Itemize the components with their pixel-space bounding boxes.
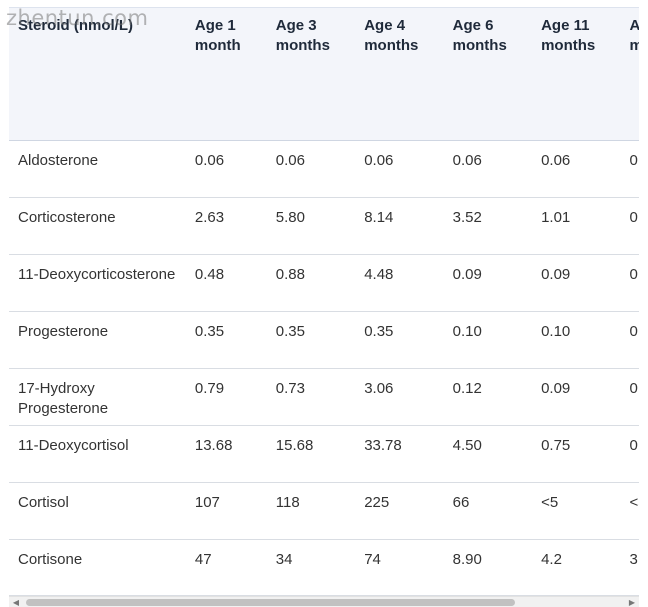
- value-cell: 0.09: [629, 437, 639, 454]
- value-cell: 0.09: [629, 380, 639, 397]
- horizontal-scrollbar[interactable]: ◀ ▶: [9, 596, 639, 607]
- value-cell: 15.68: [275, 437, 314, 454]
- value-cell: 0.73: [275, 380, 305, 397]
- header-age-3-months: Age 3 months: [266, 7, 356, 141]
- header-row: Steroid (nmol/L) Age 1 month Age 3 month…: [9, 7, 639, 141]
- table-row: Aldosterone 0.06 0.06 0.06 0.06 0.06 0.06: [9, 141, 639, 198]
- value-cell: 4.48: [364, 266, 394, 283]
- value-cell: 2.63: [194, 209, 225, 226]
- value-cell: 0.10: [541, 323, 571, 340]
- value-cell: 0.12: [452, 380, 482, 397]
- value-cell: 0.35: [275, 323, 305, 340]
- value-cell: 0.79: [194, 380, 225, 397]
- value-cell: 4.50: [452, 437, 482, 454]
- steroid-name-cell: Cortisol: [18, 494, 69, 511]
- value-cell: 0.09: [541, 380, 571, 397]
- table-body: Aldosterone 0.06 0.06 0.06 0.06 0.06 0.06 Corti…: [9, 141, 639, 596]
- value-cell: 0.88: [275, 266, 305, 283]
- value-cell: 0.06: [452, 152, 482, 169]
- table-scroll-container[interactable]: Steroid (nmol/L) Age 1 month Age 3 month…: [9, 7, 639, 596]
- header-age-1x-months: Age 1 months: [620, 7, 639, 141]
- value-cell: 0.06: [364, 152, 394, 169]
- value-cell: 225: [364, 494, 390, 511]
- header-age-1-month: Age 1 month: [185, 7, 267, 141]
- value-cell: <5: [541, 494, 559, 511]
- value-cell: 0.35: [364, 323, 394, 340]
- value-cell: 0.10: [629, 323, 639, 340]
- value-cell: 0.10: [452, 323, 482, 340]
- steroid-name-cell: Aldosterone: [18, 152, 99, 169]
- header-age-3-months-label: Age 3 months: [275, 17, 330, 54]
- steroid-name-cell: 17-Hydroxy Progesterone: [18, 380, 109, 417]
- value-cell: 0.06: [541, 152, 571, 169]
- value-cell: 107: [194, 494, 220, 511]
- steroid-name-cell: 11-Deoxycorticosterone: [18, 266, 176, 283]
- value-cell: 3.10: [629, 551, 639, 568]
- steroid-name-cell: Progesterone: [18, 323, 109, 340]
- header-age-11-months: Age 11 months: [532, 7, 621, 141]
- header-age-6-months: Age 6 months: [443, 7, 533, 141]
- steroid-name-cell: Corticosterone: [18, 209, 116, 226]
- value-cell: 13.68: [194, 437, 233, 454]
- table-row: 11-Deoxycorticosterone 0.48 0.88 4.48 0.09 0.…: [9, 255, 639, 312]
- value-cell: 4.2: [541, 551, 562, 568]
- value-cell: 33.78: [364, 437, 402, 454]
- value-cell: 0.06: [629, 152, 639, 169]
- header-age-6-months-label: Age 6 months: [452, 17, 507, 54]
- value-cell: 0.35: [194, 323, 225, 340]
- table-row: 11-Deoxycortisol 13.68 15.68 33.78 4.50 0.75 0…: [9, 426, 639, 483]
- value-cell: 0.09: [629, 266, 639, 283]
- scrollbar-thumb[interactable]: [26, 599, 515, 606]
- value-cell: 0.06: [194, 152, 225, 169]
- table-row: Cortisone 47 34 74 8.90 4.2 3.10: [9, 540, 639, 596]
- value-cell: 1.01: [541, 209, 571, 226]
- steroid-table: Steroid (nmol/L) Age 1 month Age 3 month…: [9, 7, 639, 596]
- table-row: Progesterone 0.35 0.35 0.35 0.10 0.10 0.10: [9, 312, 639, 369]
- table-row: 17-Hydroxy Progesterone 0.79 0.73 3.06 0.12 0…: [9, 369, 639, 426]
- table-row: Cortisol 107 118 225 66 <5 <5: [9, 483, 639, 540]
- header-age-4-months: Age 4 months: [355, 7, 444, 141]
- header-steroid-label: Steroid (nmol/L): [18, 17, 133, 34]
- header-age-4-months-label: Age 4 months: [364, 17, 419, 54]
- header-steroid: Steroid (nmol/L): [9, 7, 186, 141]
- value-cell: 0.48: [194, 266, 225, 283]
- header-age-11-months-label: Age 11 months: [541, 17, 596, 54]
- value-cell: 3.52: [452, 209, 482, 226]
- header-age-1x-months-label: Age 1 months: [630, 16, 639, 56]
- value-cell: 5.80: [275, 209, 305, 226]
- triangle-left-icon[interactable]: ◀: [12, 598, 20, 607]
- steroid-name-cell: 11-Deoxycortisol: [18, 437, 129, 454]
- value-cell: 47: [194, 551, 212, 568]
- value-cell: 34: [275, 551, 293, 568]
- value-cell: 74: [364, 551, 381, 568]
- triangle-right-icon[interactable]: ▶: [628, 598, 636, 607]
- header-age-1-month-label: Age 1 month: [194, 17, 241, 54]
- table-header: Steroid (nmol/L) Age 1 month Age 3 month…: [9, 7, 639, 141]
- value-cell: <5: [629, 494, 639, 511]
- value-cell: 8.90: [452, 551, 482, 568]
- table-row: Corticosterone 2.63 5.80 8.14 3.52 1.01 0.14: [9, 198, 639, 255]
- value-cell: 66: [452, 494, 470, 511]
- value-cell: 0.09: [541, 266, 571, 283]
- value-cell: 0.75: [541, 437, 571, 454]
- value-cell: 0.09: [452, 266, 482, 283]
- value-cell: 8.14: [364, 209, 394, 226]
- value-cell: 3.06: [364, 380, 394, 397]
- value-cell: 0.14: [629, 209, 639, 226]
- steroid-name-cell: Cortisone: [18, 551, 83, 568]
- value-cell: 0.06: [275, 152, 305, 169]
- value-cell: 118: [275, 494, 300, 511]
